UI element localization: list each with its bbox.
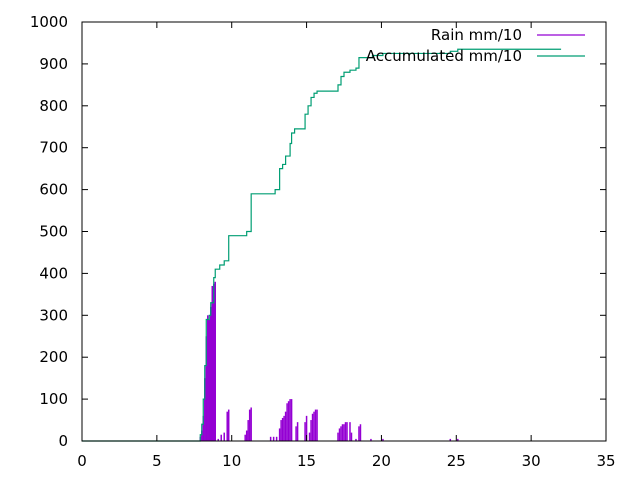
legend: Rain mm/10 Accumulated mm/10 xyxy=(366,26,585,65)
rain-bar xyxy=(211,285,213,441)
x-axis: 0 5 10 15 20 25 30 35 xyxy=(77,22,616,470)
accumulated-line-layer xyxy=(82,48,562,442)
y-tick-label: 600 xyxy=(39,181,68,199)
rain-bar xyxy=(311,413,314,441)
rain-bar xyxy=(223,432,225,441)
y-tick-label: 900 xyxy=(39,55,68,73)
rain-bar xyxy=(382,438,384,441)
rain-bar xyxy=(205,336,208,441)
rain-bar xyxy=(280,420,282,441)
rain-bar xyxy=(350,432,353,441)
rain-bar xyxy=(201,430,203,441)
y-tick-label: 500 xyxy=(39,223,68,241)
x-tick-label: 0 xyxy=(77,452,87,470)
rain-bar xyxy=(284,411,287,441)
rain-bar xyxy=(358,426,360,441)
y-tick-label: 0 xyxy=(58,432,68,450)
rain-bar xyxy=(214,281,216,441)
x-tick-label: 5 xyxy=(152,452,162,470)
rain-bar xyxy=(308,432,311,441)
rain-bars xyxy=(199,281,459,441)
rain-bar xyxy=(244,434,246,441)
accumulated-line xyxy=(82,48,562,442)
rain-bar xyxy=(289,399,291,441)
rain-bar xyxy=(226,411,228,441)
rain-bar xyxy=(248,409,251,441)
plot-frame xyxy=(81,21,607,442)
rain-bar xyxy=(217,438,219,441)
rain-bar xyxy=(286,403,288,441)
x-tick-label: 30 xyxy=(522,452,541,470)
rain-bar xyxy=(208,319,211,441)
rain-bar xyxy=(290,399,293,441)
x-tick-label: 15 xyxy=(297,452,316,470)
y-tick-label: 700 xyxy=(39,139,68,157)
rain-bar xyxy=(346,422,348,441)
rain-bar xyxy=(250,407,252,441)
rain-bar xyxy=(247,420,249,441)
rain-bar xyxy=(272,436,275,441)
y-tick-label: 200 xyxy=(39,348,68,366)
x-tick-label: 35 xyxy=(596,452,615,470)
rain-bar xyxy=(202,415,205,441)
rain-bar xyxy=(338,428,341,441)
rain-bar xyxy=(341,424,344,441)
x-tick-label: 25 xyxy=(447,452,466,470)
rain-bar xyxy=(296,422,299,441)
y-tick-label: 1000 xyxy=(30,13,68,31)
rain-bar xyxy=(278,428,281,441)
rain-bar xyxy=(287,401,290,441)
rain-bar xyxy=(344,422,347,441)
rain-bar xyxy=(355,438,357,441)
rain-bar xyxy=(313,411,315,441)
rain-bar xyxy=(310,420,312,441)
rain-bar xyxy=(283,415,285,441)
y-tick-label: 100 xyxy=(39,390,68,408)
rain-bar xyxy=(370,438,372,441)
y-tick-label: 800 xyxy=(39,97,68,115)
y-axis: 0 100 200 300 400 500 600 700 800 900 1000 xyxy=(30,13,606,450)
legend-label: Accumulated mm/10 xyxy=(366,47,522,65)
rain-bar xyxy=(281,417,284,441)
rain-bar xyxy=(227,409,230,441)
rain-bar xyxy=(213,283,215,441)
rain-bar xyxy=(349,422,351,441)
rain-bar xyxy=(275,436,278,441)
rain-bar xyxy=(305,415,308,441)
rain-bar xyxy=(359,424,362,441)
rain-bar xyxy=(269,436,272,441)
rain-bar xyxy=(337,432,339,441)
x-tick-label: 20 xyxy=(372,452,391,470)
rain-bar xyxy=(457,438,459,441)
y-tick-label: 300 xyxy=(39,306,68,324)
rain-bar xyxy=(220,434,222,441)
rain-bar xyxy=(207,315,209,441)
rain-bar xyxy=(295,426,297,441)
x-tick-label: 10 xyxy=(222,452,241,470)
y-tick-label: 400 xyxy=(39,264,68,282)
rain-bar xyxy=(343,424,345,441)
rain-bar xyxy=(314,409,317,441)
rain-bar xyxy=(340,426,342,441)
rain-bar xyxy=(210,306,212,441)
rain-bar xyxy=(316,409,318,441)
rain-bar xyxy=(304,422,306,441)
rain-bar xyxy=(449,438,452,441)
rain-bar xyxy=(204,378,206,441)
rain-bar xyxy=(245,430,248,441)
legend-label: Rain mm/10 xyxy=(431,26,522,44)
